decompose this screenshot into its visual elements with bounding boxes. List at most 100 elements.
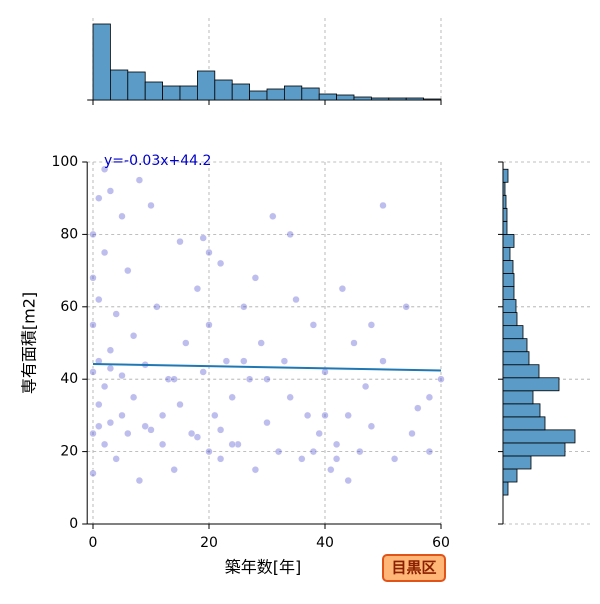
point xyxy=(379,201,387,210)
hist-bar xyxy=(110,69,129,101)
point xyxy=(89,469,97,478)
hist-bar xyxy=(266,88,285,101)
point xyxy=(251,274,260,282)
hist-bar xyxy=(231,83,250,101)
point xyxy=(251,465,260,474)
point xyxy=(263,375,271,383)
point xyxy=(298,455,306,463)
point xyxy=(228,440,236,449)
hist-bar xyxy=(502,468,518,483)
point xyxy=(222,357,231,365)
hist-bar xyxy=(502,207,508,222)
point xyxy=(332,455,341,463)
hist-bar xyxy=(336,94,355,101)
point xyxy=(402,303,410,311)
point xyxy=(292,295,300,304)
point xyxy=(205,447,213,456)
point xyxy=(176,400,184,409)
y-tick-label: 40 xyxy=(60,371,78,387)
hist-bar xyxy=(502,325,524,340)
point xyxy=(193,284,202,293)
hist-bar xyxy=(502,455,532,470)
x-tick-label: 0 xyxy=(89,535,98,551)
hist-bar xyxy=(502,351,530,366)
point xyxy=(350,339,358,347)
point xyxy=(274,447,283,456)
hist-bar xyxy=(370,97,390,101)
point xyxy=(408,429,416,438)
hist-bar xyxy=(502,338,528,353)
point xyxy=(153,303,161,311)
point xyxy=(95,295,103,304)
y-tick-label: 80 xyxy=(60,226,78,242)
y-axis-label: 専有面積[m2] xyxy=(20,292,39,394)
hist-bar xyxy=(423,98,442,101)
hist-bar xyxy=(502,481,509,496)
point xyxy=(95,422,103,431)
hist-bar xyxy=(502,299,517,313)
hist-bar xyxy=(353,96,372,101)
point xyxy=(321,411,329,420)
hist-bar xyxy=(301,87,320,101)
hist-bar xyxy=(502,168,509,183)
hist-bar xyxy=(502,364,540,379)
hist-bar xyxy=(502,233,515,248)
point xyxy=(367,321,376,329)
point xyxy=(205,248,213,257)
hist-bar xyxy=(502,390,534,405)
hist-bar xyxy=(502,429,576,444)
point xyxy=(257,339,265,347)
x-tick-label: 60 xyxy=(432,535,450,551)
hist-bar xyxy=(249,90,268,101)
point xyxy=(286,393,294,402)
hist-bar xyxy=(502,220,508,235)
annotation: y=-0.03x+44.2 xyxy=(104,153,211,169)
hist-bar xyxy=(502,416,546,431)
point xyxy=(280,357,289,365)
point xyxy=(216,455,225,463)
point xyxy=(158,440,167,449)
point xyxy=(390,455,399,463)
point xyxy=(106,364,115,373)
point xyxy=(158,411,167,420)
point xyxy=(240,357,248,365)
point xyxy=(263,418,271,427)
point xyxy=(361,382,370,391)
badge-box xyxy=(382,554,446,582)
point xyxy=(182,339,190,347)
y-tick-label: 0 xyxy=(69,516,78,532)
point xyxy=(89,230,97,239)
point xyxy=(118,212,126,221)
point xyxy=(211,411,219,420)
point xyxy=(228,393,236,402)
point xyxy=(193,433,202,441)
point xyxy=(367,422,376,431)
hist-bar xyxy=(179,85,198,101)
point xyxy=(100,382,109,391)
point xyxy=(437,375,445,383)
point xyxy=(100,248,109,257)
point xyxy=(112,455,120,463)
point xyxy=(216,259,225,268)
point xyxy=(124,266,132,275)
point xyxy=(170,375,178,383)
hist-bar xyxy=(502,273,515,287)
point xyxy=(89,429,97,438)
x-tick-label: 20 xyxy=(200,535,218,551)
point xyxy=(414,404,422,412)
hist-bar xyxy=(502,312,518,327)
point xyxy=(129,332,138,340)
point xyxy=(332,440,341,449)
hist-bar xyxy=(144,81,163,101)
badge: 目黒区 xyxy=(391,559,436,577)
point xyxy=(164,375,173,383)
hist-bar xyxy=(388,97,407,101)
point xyxy=(100,165,109,173)
x-tick-label: 40 xyxy=(316,535,334,551)
point xyxy=(327,465,335,474)
point xyxy=(356,447,364,456)
point xyxy=(129,393,138,402)
point xyxy=(205,321,213,329)
point xyxy=(170,465,178,474)
